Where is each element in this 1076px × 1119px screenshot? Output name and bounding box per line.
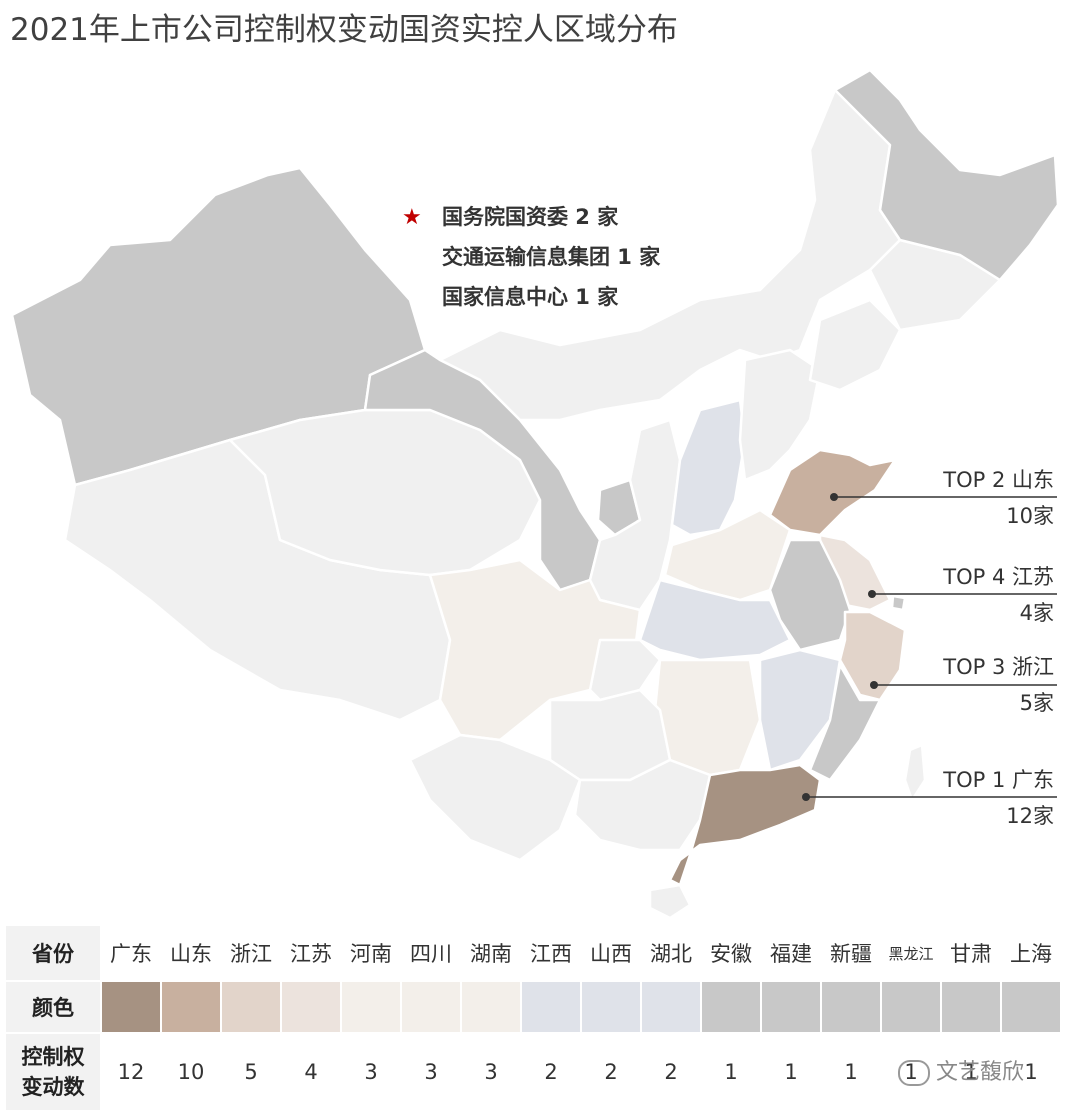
central-item-label: 国家信息中心 1 家 [442,285,619,309]
legend-color-swatch [882,982,940,1032]
legend-color-swatch [942,982,1000,1032]
legend-count: 2 [604,1060,618,1084]
legend-color-swatch [102,982,160,1032]
legend-count: 1 [844,1060,858,1084]
central-item: ★ 国务院国资委 2 家 [402,200,660,240]
legend-count: 5 [244,1060,258,1084]
legend-color-swatch [1002,982,1060,1032]
region-shanxi [670,398,747,537]
legend-province: 四川 [410,942,452,966]
central-item-label: 国务院国资委 2 家 [442,205,619,229]
row-label-color: 颜色 [6,982,100,1032]
china-map [10,68,1060,920]
watermark: 文艺馥欣 [898,1054,1024,1086]
legend-province: 江苏 [290,942,332,966]
legend-count: 1 [724,1060,738,1084]
legend-province: 浙江 [230,942,272,966]
region-hubei [638,578,792,662]
legend-color-swatch [582,982,640,1032]
legend-province: 山东 [170,942,212,966]
legend-color-swatch [522,982,580,1032]
legend-count: 1 [964,1060,978,1084]
row-label-province: 省份 [6,926,100,980]
region-shanghai [890,594,907,612]
legend-color-swatch [402,982,460,1032]
callout-label: TOP 2 山东 [943,468,1054,492]
callout-label: TOP 1 广东 [943,768,1054,792]
central-item-label: 交通运输信息集团 1 家 [442,245,661,269]
legend-province: 广东 [110,942,152,966]
legend-count: 3 [424,1060,438,1084]
legend-count: 12 [117,1060,145,1084]
legend-province: 福建 [770,942,812,966]
legend-province: 湖北 [650,942,692,966]
legend-province: 黑龙江 [888,944,934,963]
callout-count: 5家 [1019,691,1054,715]
legend-province: 山西 [590,942,632,966]
legend-province: 安徽 [710,942,752,966]
callout-label: TOP 3 浙江 [943,655,1054,679]
legend-count: 2 [544,1060,558,1084]
region-hebei [738,348,822,482]
legend-color-swatch [762,982,820,1032]
legend-count: 2 [664,1060,678,1084]
region-guangxi [573,758,712,852]
region-heilongjiang [833,68,1060,282]
callout-label: TOP 4 江苏 [943,565,1054,589]
wechat-icon [898,1060,930,1086]
legend-province: 江西 [530,942,572,966]
legend-color-swatch [702,982,760,1032]
legend-province: 上海 [1010,942,1052,966]
region-guizhou [548,688,672,782]
legend-color-swatch [462,982,520,1032]
legend-count: 10 [177,1060,205,1084]
legend-color-swatch [222,982,280,1032]
region-guangdong [668,763,822,887]
legend-count: 1 [1024,1060,1038,1084]
legend-count: 4 [304,1060,318,1084]
region-hainan [648,883,692,920]
legend-color-swatch [162,982,220,1032]
central-item: 国家信息中心 1 家 [402,280,660,320]
row-label-count: 控制权 变动数 [6,1034,100,1110]
legend-color-swatch [642,982,700,1032]
region-jiangxi [758,648,842,772]
region-yunnan [408,733,582,862]
callout-count: 12家 [1006,804,1054,828]
region-anhui [768,538,852,652]
central-item: 交通运输信息集团 1 家 [402,240,660,280]
legend-color-swatch [342,982,400,1032]
legend-count: 1 [784,1060,798,1084]
callout-shandong: TOP 2 山东 10家 [943,463,1054,533]
legend-province: 甘肃 [950,942,992,966]
watermark-text: 文艺馥欣 [936,1060,1025,1085]
region-fujian [808,663,882,782]
page-title: 2021年上市公司控制权变动国资实控人区域分布 [10,12,678,48]
legend-count: 3 [364,1060,378,1084]
central-owner-list: ★ 国务院国资委 2 家 交通运输信息集团 1 家 国家信息中心 1 家 [402,200,660,320]
callout-count: 4家 [1019,601,1054,625]
region-chongqing [588,638,662,702]
callout-count: 10家 [1006,504,1054,528]
legend-count: 3 [484,1060,498,1084]
callout-guangdong: TOP 1 广东 12家 [943,763,1054,833]
legend-color-swatch [822,982,880,1032]
callout-zhejiang: TOP 3 浙江 5家 [943,650,1054,720]
region-shandong [768,448,897,537]
legend-province: 新疆 [830,942,872,966]
callout-jiangsu: TOP 4 江苏 4家 [943,560,1054,630]
legend-province: 河南 [350,942,392,966]
region-taiwan [903,743,927,802]
legend-province: 湖南 [470,942,512,966]
legend-color-swatch [282,982,340,1032]
region-liaoning [808,298,902,392]
star-icon: ★ [402,205,422,230]
